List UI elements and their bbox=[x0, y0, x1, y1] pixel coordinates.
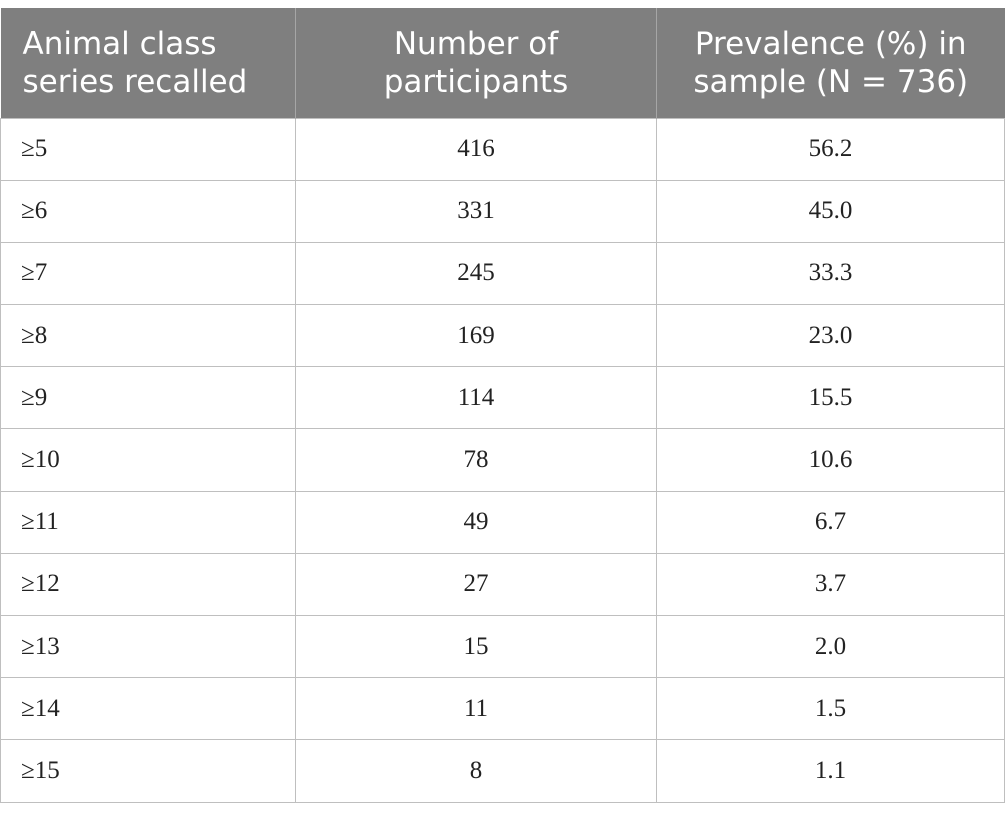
table-row: ≥9 114 15.5 bbox=[0, 366, 1005, 430]
header-row: Animal class series recalled Number of p… bbox=[0, 8, 1005, 118]
cell-participants: 11 bbox=[295, 677, 657, 741]
cell-participants: 49 bbox=[295, 490, 657, 554]
cell-series: ≥5 bbox=[0, 117, 296, 181]
cell-participants: 78 bbox=[295, 428, 657, 492]
cell-series: ≥15 bbox=[0, 739, 296, 803]
cell-participants: 114 bbox=[295, 366, 657, 430]
table-row: ≥5 416 56.2 bbox=[0, 117, 1005, 181]
header-line: Prevalence (%) in bbox=[694, 25, 967, 62]
cell-participants: 331 bbox=[295, 179, 657, 243]
header-line: sample (N = 736) bbox=[693, 63, 969, 100]
cell-participants: 27 bbox=[295, 552, 657, 617]
cell-series: ≥9 bbox=[0, 366, 296, 430]
cell-participants: 416 bbox=[295, 117, 657, 181]
cell-prevalence: 1.1 bbox=[656, 739, 1005, 803]
cell-prevalence: 23.0 bbox=[656, 304, 1005, 368]
table-row: ≥12 27 3.7 bbox=[0, 552, 1005, 617]
cell-prevalence: 56.2 bbox=[656, 117, 1005, 181]
cell-prevalence: 15.5 bbox=[656, 366, 1005, 430]
cell-series: ≥8 bbox=[0, 304, 296, 368]
table-body: ≥5 416 56.2 ≥6 331 45.0 ≥7 245 33.3 ≥8 1… bbox=[0, 117, 1005, 803]
header-prevalence: Prevalence (%) in sample (N = 736) bbox=[656, 8, 1005, 118]
prevalence-table: Animal class series recalled Number of p… bbox=[0, 8, 1005, 803]
table-row: ≥6 331 45.0 bbox=[0, 179, 1005, 243]
cell-participants: 8 bbox=[295, 739, 657, 803]
table-row: ≥10 78 10.6 bbox=[0, 428, 1005, 492]
header-line: participants bbox=[383, 63, 569, 100]
cell-prevalence: 2.0 bbox=[656, 614, 1005, 679]
header-animal-class-series: Animal class series recalled bbox=[0, 8, 296, 118]
table-row: ≥14 11 1.5 bbox=[0, 677, 1005, 741]
cell-participants: 169 bbox=[295, 304, 657, 368]
cell-series: ≥12 bbox=[0, 552, 296, 617]
cell-prevalence: 33.3 bbox=[656, 241, 1005, 306]
cell-participants: 15 bbox=[295, 614, 657, 679]
table-row: ≥7 245 33.3 bbox=[0, 241, 1005, 306]
cell-prevalence: 10.6 bbox=[656, 428, 1005, 492]
table-row: ≥15 8 1.1 bbox=[0, 739, 1005, 803]
cell-prevalence: 1.5 bbox=[656, 677, 1005, 741]
cell-series: ≥13 bbox=[0, 614, 296, 679]
cell-series: ≥14 bbox=[0, 677, 296, 741]
table-row: ≥11 49 6.7 bbox=[0, 490, 1005, 554]
header-line: Animal class bbox=[22, 25, 217, 62]
table-row: ≥8 169 23.0 bbox=[0, 304, 1005, 368]
header-line: Number of bbox=[393, 25, 559, 62]
cell-prevalence: 3.7 bbox=[656, 552, 1005, 617]
prevalence-table-container: Animal class series recalled Number of p… bbox=[0, 8, 1005, 803]
cell-prevalence: 45.0 bbox=[656, 179, 1005, 243]
cell-series: ≥7 bbox=[0, 241, 296, 306]
cell-series: ≥6 bbox=[0, 179, 296, 243]
table-header: Animal class series recalled Number of p… bbox=[0, 8, 1005, 118]
cell-series: ≥10 bbox=[0, 428, 296, 492]
header-line: series recalled bbox=[22, 63, 248, 100]
cell-series: ≥11 bbox=[0, 490, 296, 554]
cell-participants: 245 bbox=[295, 241, 657, 306]
table-row: ≥13 15 2.0 bbox=[0, 614, 1005, 679]
cell-prevalence: 6.7 bbox=[656, 490, 1005, 554]
header-number-of-participants: Number of participants bbox=[295, 8, 657, 118]
